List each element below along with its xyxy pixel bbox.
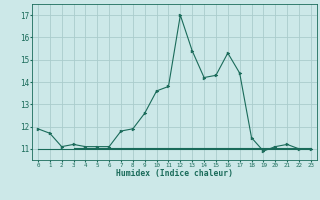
X-axis label: Humidex (Indice chaleur): Humidex (Indice chaleur): [116, 169, 233, 178]
